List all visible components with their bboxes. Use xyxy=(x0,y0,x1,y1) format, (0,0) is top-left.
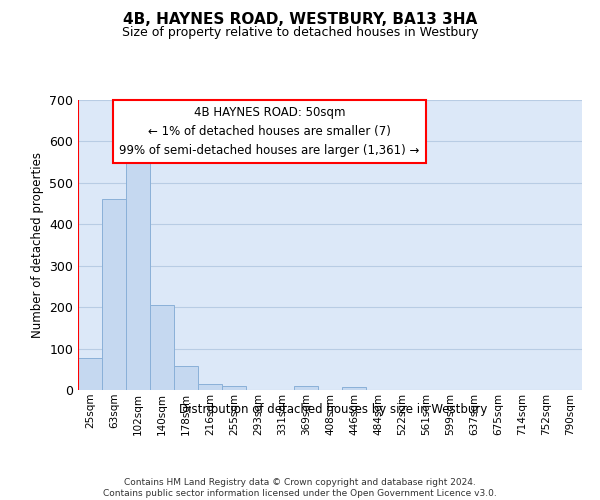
Bar xyxy=(126,162,150,390)
Bar xyxy=(102,198,126,390)
Bar xyxy=(174,366,198,390)
Bar xyxy=(78,358,102,390)
Text: Size of property relative to detached houses in Westbury: Size of property relative to detached ho… xyxy=(122,26,478,39)
Y-axis label: Number of detached properties: Number of detached properties xyxy=(31,152,44,338)
Text: Contains HM Land Registry data © Crown copyright and database right 2024.
Contai: Contains HM Land Registry data © Crown c… xyxy=(103,478,497,498)
Bar xyxy=(342,386,366,390)
Bar xyxy=(222,386,246,390)
Text: Distribution of detached houses by size in Westbury: Distribution of detached houses by size … xyxy=(179,402,487,415)
Text: 4B HAYNES ROAD: 50sqm
← 1% of detached houses are smaller (7)
99% of semi-detach: 4B HAYNES ROAD: 50sqm ← 1% of detached h… xyxy=(119,106,420,157)
Bar xyxy=(198,384,222,390)
Bar xyxy=(294,386,318,390)
Text: 4B, HAYNES ROAD, WESTBURY, BA13 3HA: 4B, HAYNES ROAD, WESTBURY, BA13 3HA xyxy=(123,12,477,28)
Bar xyxy=(150,306,174,390)
